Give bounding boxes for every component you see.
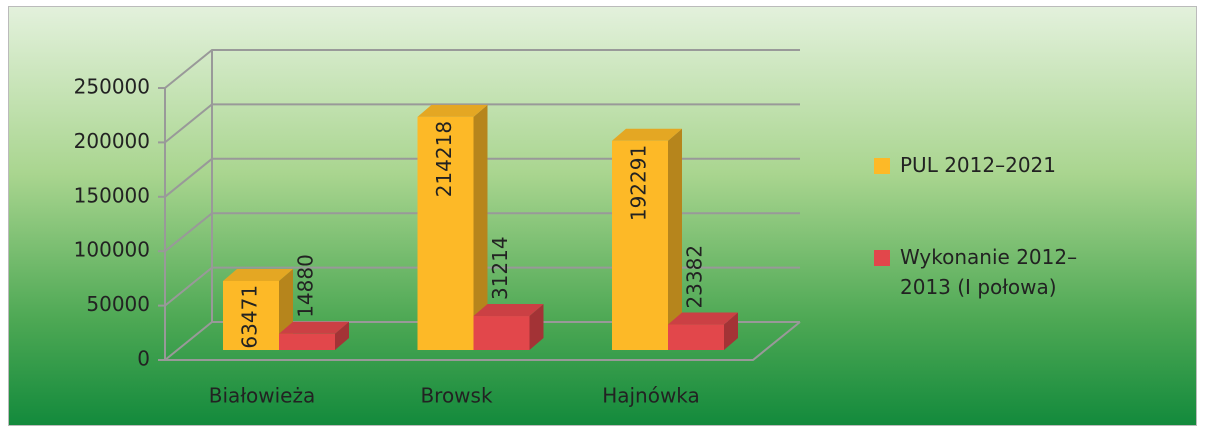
grid-line xyxy=(164,321,800,361)
bar-top xyxy=(612,128,682,141)
legend-swatch xyxy=(874,250,890,266)
bar xyxy=(668,324,724,350)
floor-edge xyxy=(165,321,801,361)
bar-top xyxy=(473,304,544,317)
data-label: 14880 xyxy=(294,254,318,318)
grid-line xyxy=(164,266,800,307)
chart-background xyxy=(8,6,1197,426)
grid-line xyxy=(164,157,800,198)
bar-top xyxy=(417,104,488,117)
bar-top xyxy=(668,312,738,325)
bar-top xyxy=(223,268,293,281)
data-label: 63471 xyxy=(238,285,262,349)
bar-side xyxy=(668,128,682,350)
bar xyxy=(473,316,530,350)
data-label: 23382 xyxy=(683,245,707,309)
data-label: 214218 xyxy=(432,121,456,197)
bar-side xyxy=(335,321,349,350)
data-label: 31214 xyxy=(488,236,512,300)
legend-label: PUL 2012–2021 xyxy=(900,153,1056,177)
y-tick-label: 150000 xyxy=(74,183,150,207)
bar xyxy=(279,333,335,350)
bar xyxy=(223,280,279,350)
grid-line xyxy=(164,103,800,144)
y-tick-label: 200000 xyxy=(74,129,150,153)
grid-line xyxy=(164,212,800,252)
bar-side xyxy=(473,104,488,350)
grid-line xyxy=(164,49,800,89)
y-tick-label: 250000 xyxy=(74,75,150,99)
bar-side xyxy=(724,312,738,350)
legend-label: Wykonanie 2012–2013 (I połowa) xyxy=(900,245,1078,299)
x-tick-label: Hajnówka xyxy=(602,384,700,408)
bar xyxy=(612,140,668,350)
y-tick-label: 100000 xyxy=(74,238,150,262)
data-label: 192291 xyxy=(627,145,651,221)
y-tick-label: 50000 xyxy=(86,292,150,316)
y-tick-label: 0 xyxy=(137,347,150,371)
x-tick-label: Browsk xyxy=(420,384,493,408)
legend-swatch xyxy=(874,158,890,174)
bar xyxy=(417,116,474,350)
bar-side xyxy=(529,304,544,350)
bar-top xyxy=(279,321,349,334)
x-tick-label: Białowieża xyxy=(209,384,315,408)
